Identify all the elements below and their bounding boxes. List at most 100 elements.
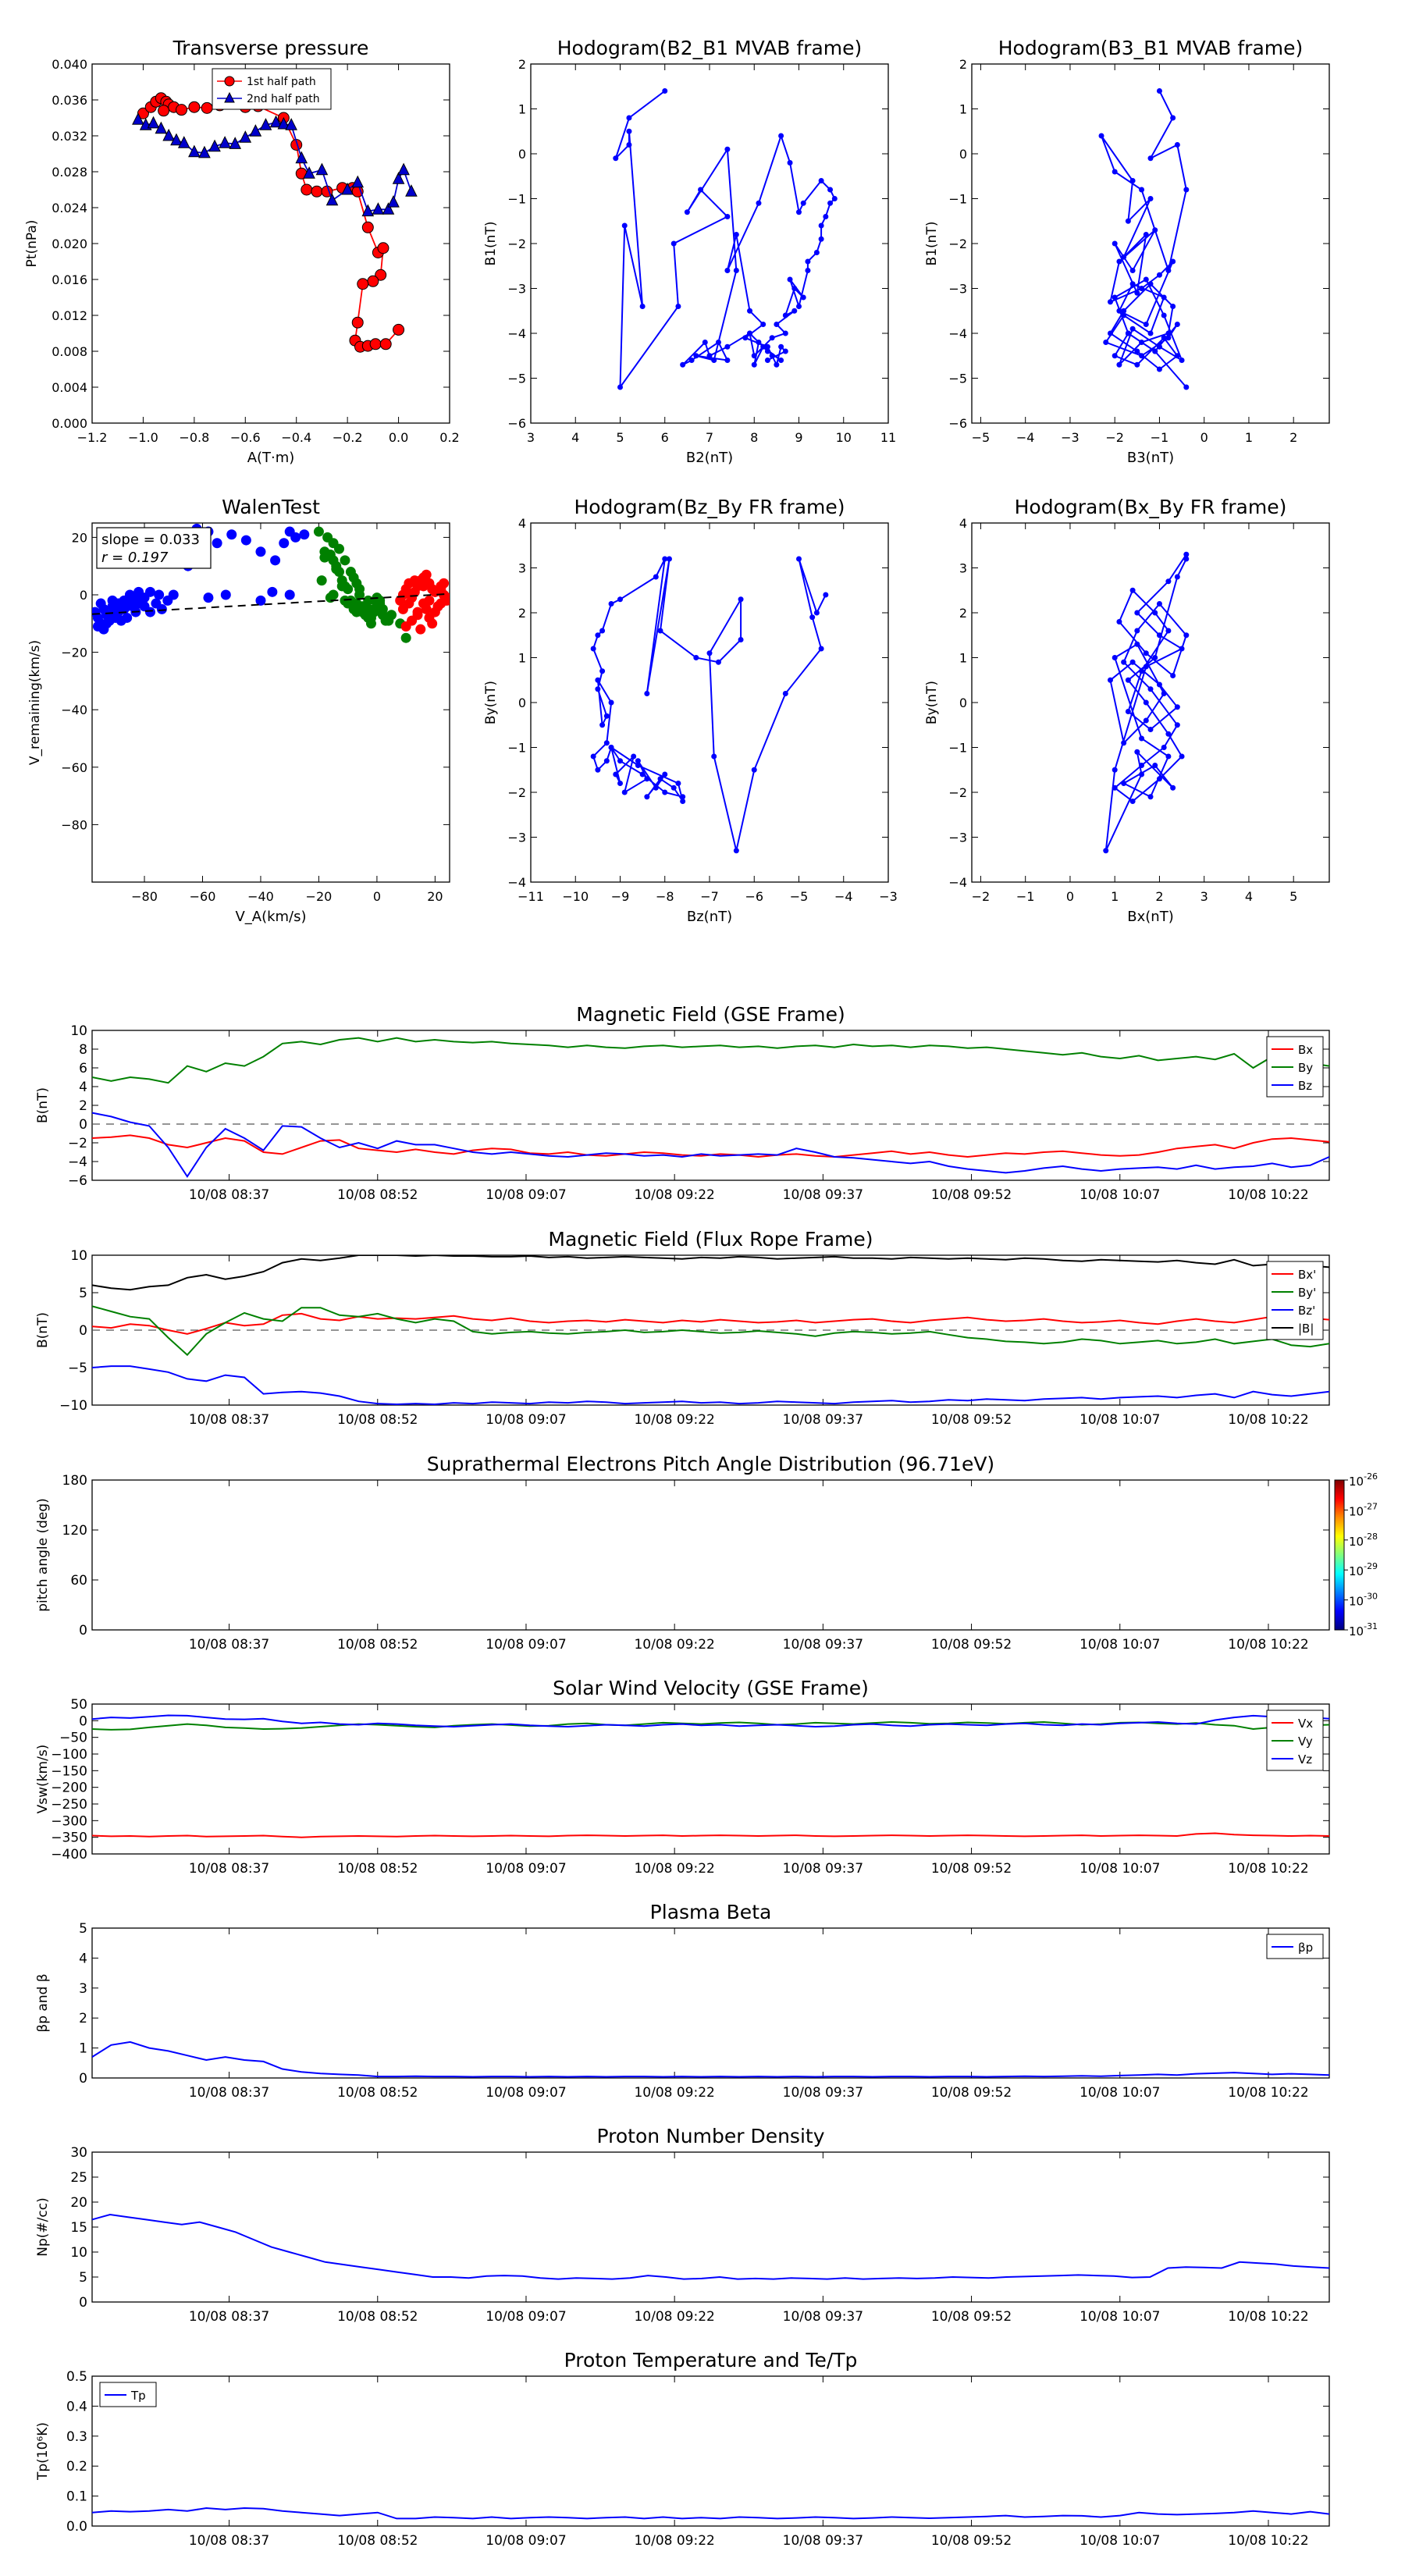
data-point: [397, 162, 410, 176]
data-point: [680, 361, 686, 368]
x-tick-label: −20: [306, 889, 333, 904]
data-point: [787, 160, 793, 165]
data-point: [1143, 276, 1149, 283]
data-point: [813, 250, 820, 255]
y-tick-label: 0: [80, 588, 87, 603]
data-point: [653, 785, 659, 791]
data-point: [1112, 655, 1118, 660]
data-point: [341, 182, 354, 195]
data-point: [702, 340, 708, 345]
y-tick-label: −350: [51, 1831, 87, 1846]
colorbar-tick-exponent: -27: [1364, 1501, 1378, 1511]
x-tick-label: 10/08 08:52: [337, 2533, 418, 2549]
data-point: [733, 848, 739, 854]
plot-frame: [91, 1927, 1330, 2079]
x-tick-label: −4: [1016, 430, 1035, 445]
data-point: [675, 304, 681, 309]
data-point: [386, 610, 397, 621]
x-tick-label: 10/08 09:22: [634, 2309, 714, 2325]
data-point: [791, 308, 798, 314]
y-tick-label: 2: [959, 606, 967, 621]
x-tick-label: 10/08 08:52: [337, 1187, 418, 1203]
y-axis-label: Vsw(km/s): [35, 1745, 51, 1814]
data-point: [800, 200, 806, 206]
data-point: [742, 335, 749, 341]
y-tick-label: 0.040: [52, 57, 87, 72]
data-point: [379, 338, 392, 350]
y-tick-label: −1: [507, 192, 526, 207]
x-tick-label: −3: [879, 889, 898, 904]
x-tick-label: −0.4: [281, 430, 311, 445]
data-point: [208, 139, 221, 152]
data-point: [1161, 691, 1167, 696]
chart-pad: Suprathermal Electrons Pitch Angle Distr…: [35, 1453, 1378, 1653]
chart-title: Hodogram(Bx_By FR frame): [1015, 496, 1287, 518]
data-point: [1161, 335, 1167, 341]
y-tick-label: −300: [51, 1813, 87, 1829]
data-point: [818, 178, 824, 183]
data-point: [626, 142, 632, 148]
data-point: [1139, 668, 1145, 674]
data-point: [188, 101, 201, 113]
data-point: [1165, 628, 1172, 634]
data-point: [818, 236, 824, 242]
y-tick-label: 0.2: [66, 2459, 87, 2475]
legend-label: 1st half path: [247, 76, 316, 88]
colorbar-bar: [1334, 1479, 1345, 1631]
x-tick-label: 10/08 09:37: [783, 2309, 863, 2325]
data-point: [751, 361, 757, 368]
data-point: [295, 151, 308, 164]
x-tick-label: 10/08 08:52: [337, 1412, 418, 1428]
data-point: [1134, 290, 1140, 296]
data-point: [429, 586, 440, 597]
y-tick-label: 0: [79, 1623, 87, 1638]
data-point: [1107, 299, 1113, 305]
data-point: [706, 353, 713, 359]
y-tick-label: 5: [79, 1286, 87, 1301]
plot-area: [92, 523, 450, 643]
data-point: [747, 308, 753, 314]
data-point: [724, 268, 731, 273]
legend-label: 2nd half path: [247, 93, 320, 105]
data-point: [805, 268, 811, 273]
hodogram-path: [1104, 553, 1187, 852]
y-tick-label: −5: [948, 372, 967, 386]
data-point: [782, 330, 788, 336]
data-point: [662, 771, 668, 777]
x-tick-label: 10: [836, 430, 852, 445]
chart-title: Hodogram(Bz_By FR frame): [574, 496, 845, 518]
y-axis-label: B1(nT): [924, 222, 940, 266]
legend-label: Bz': [1298, 1304, 1315, 1318]
data-point: [377, 242, 389, 254]
x-tick-label: 10/08 09:07: [486, 1637, 566, 1653]
chart-h1: Hodogram(B2_B1 MVAB frame) −6 −5 −4 −3 −2 −1 0 1…: [483, 37, 896, 466]
data-point: [325, 193, 339, 206]
x-tick-label: 10/08 10:07: [1080, 1637, 1160, 1653]
data-point: [595, 677, 601, 683]
data-point: [1156, 601, 1162, 607]
y-tick-label: 0: [79, 1117, 87, 1133]
data-point: [764, 358, 770, 363]
data-point: [813, 610, 820, 616]
data-point: [1156, 272, 1162, 278]
y-tick-label: 15: [70, 2220, 87, 2236]
x-tick-label: 1: [1245, 430, 1253, 445]
y-tick-label: −60: [61, 760, 87, 775]
y-tick-label: −4: [68, 1155, 87, 1170]
data-point: [1174, 353, 1180, 359]
data-point: [603, 713, 610, 719]
x-tick-label: 10/08 09:37: [783, 1412, 863, 1428]
data-point: [599, 668, 606, 674]
data-point: [269, 115, 283, 128]
data-point: [1139, 286, 1145, 291]
x-tick-label: 10/08 10:07: [1080, 2533, 1160, 2549]
data-point: [415, 624, 426, 635]
data-point: [144, 607, 155, 617]
y-tick-label: −10: [59, 1398, 87, 1414]
y-tick-label: 0.5: [66, 2369, 87, 2385]
chart-title: Hodogram(B2_B1 MVAB frame): [557, 37, 863, 59]
x-tick-label: −0.6: [230, 430, 261, 445]
x-tick-label: −5: [972, 430, 991, 445]
data-point: [382, 202, 395, 215]
data-point: [229, 137, 242, 149]
